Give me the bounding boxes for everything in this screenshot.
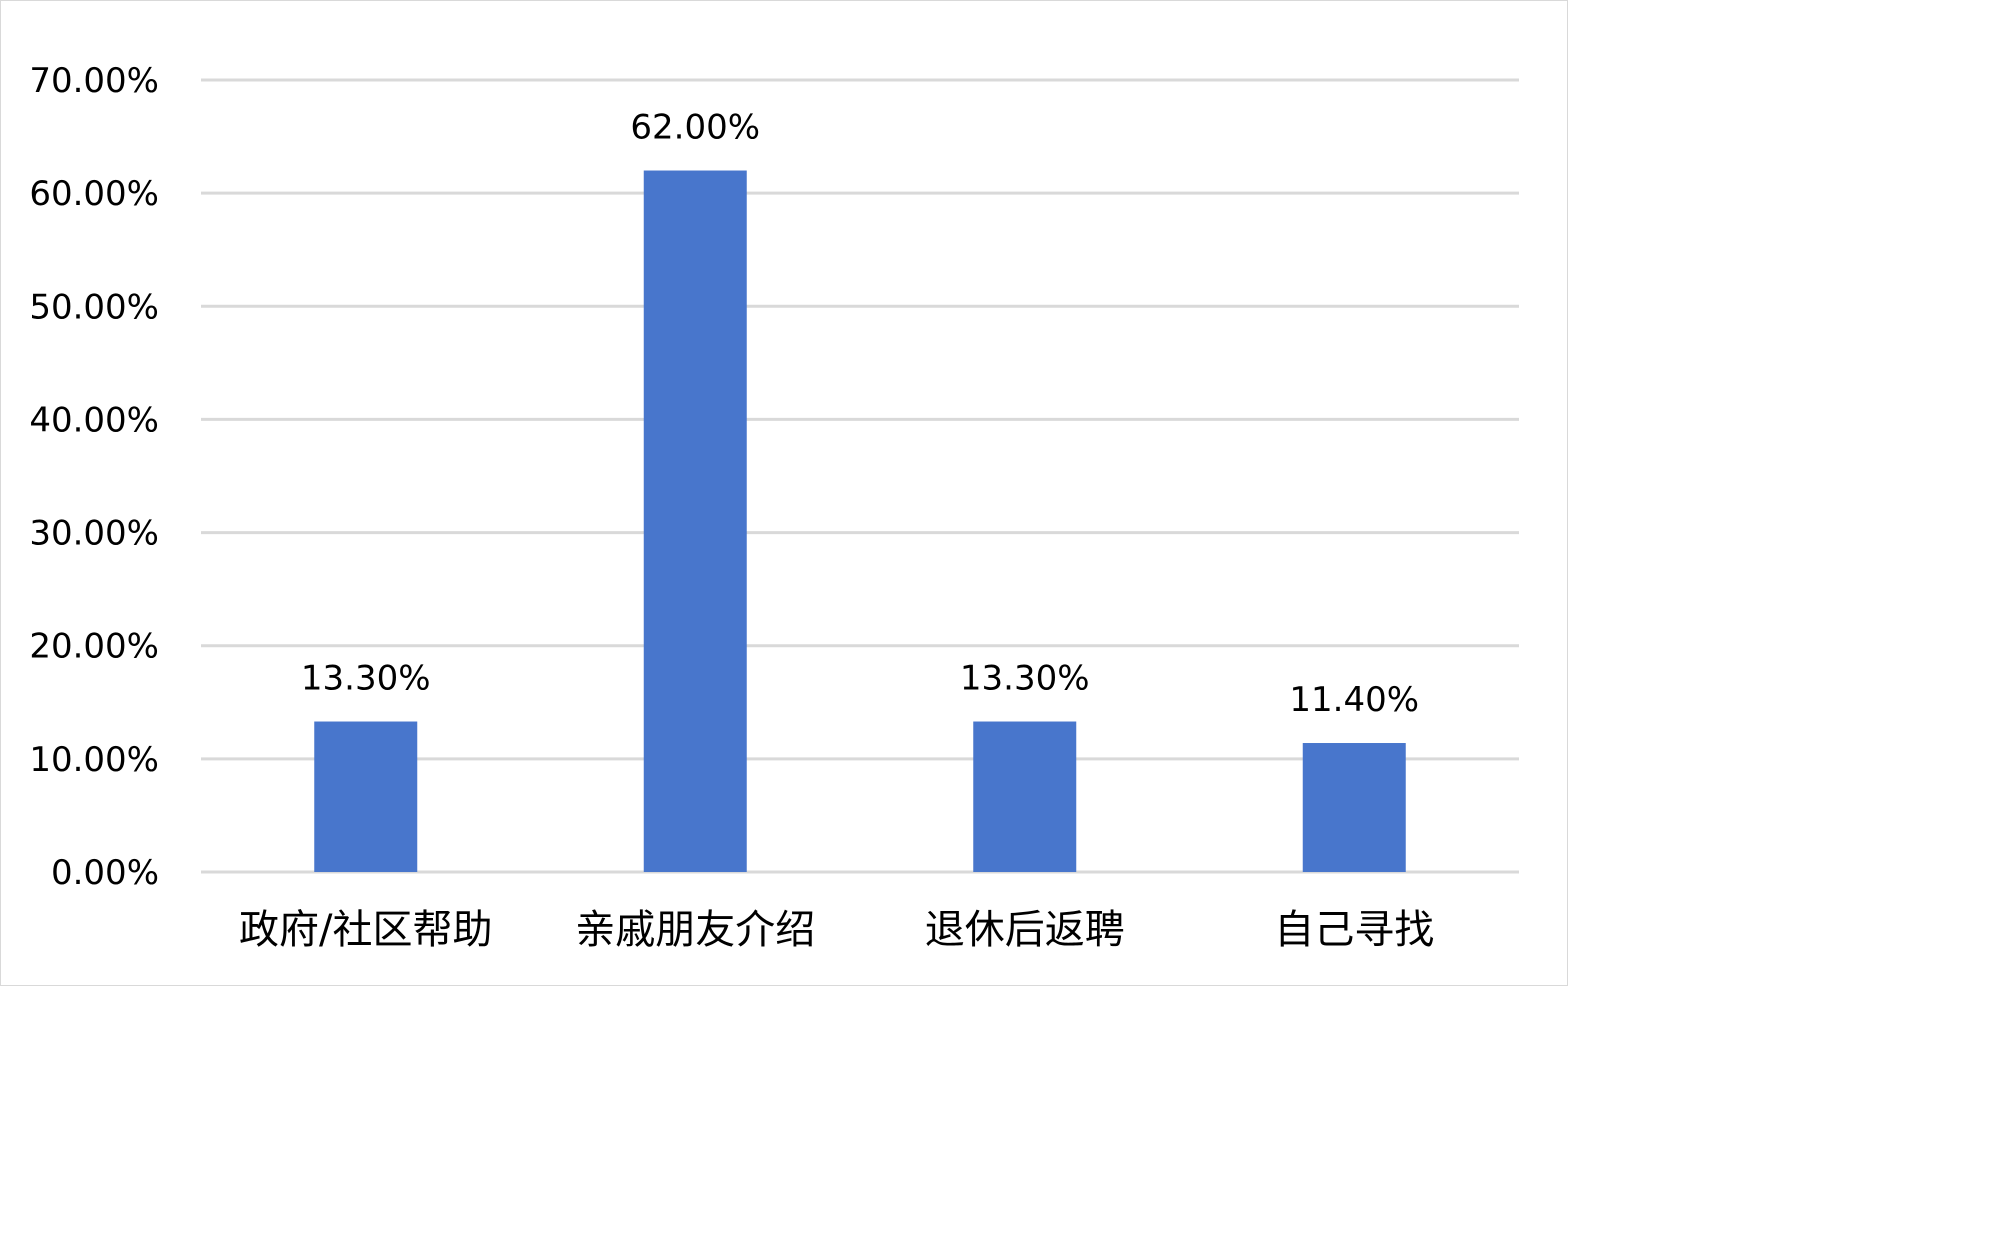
x-tick-label: 退休后返聘 (925, 907, 1125, 953)
x-tick-label: 亲戚朋友介绍 (575, 907, 815, 953)
gridlines (201, 78, 1519, 874)
y-axis-tick-labels: 0.00% 10.00% 20.00% 30.00% 40.00% 50.00% 60.00… (29, 61, 159, 893)
bar (973, 721, 1077, 872)
data-label: 13.30% (960, 659, 1090, 699)
y-tick-label: 20.00% (29, 627, 159, 667)
x-axis-category-labels: 政府/社区帮助 亲戚朋友介绍 退休后返聘 自己寻找 (239, 907, 1434, 953)
y-tick-label: 0.00% (51, 853, 159, 893)
y-tick-label: 60.00% (29, 174, 159, 214)
bar (643, 170, 747, 872)
y-tick-label: 70.00% (29, 61, 159, 101)
chart-frame: 0.00% 10.00% 20.00% 30.00% 40.00% 50.00% 60.00… (0, 0, 1568, 986)
y-tick-label: 50.00% (29, 287, 159, 327)
x-tick-label: 自己寻找 (1274, 907, 1434, 953)
y-tick-label: 10.00% (29, 740, 159, 780)
x-tick-label: 政府/社区帮助 (239, 907, 492, 953)
y-tick-label: 40.00% (29, 400, 159, 440)
data-labels: 13.30% 62.00% 13.30% 11.40% (301, 108, 1419, 721)
data-label: 11.40% (1289, 680, 1419, 720)
bar (314, 721, 418, 872)
data-label: 13.30% (301, 659, 431, 699)
data-label: 62.00% (630, 108, 760, 148)
y-tick-label: 30.00% (29, 514, 159, 554)
bar (1302, 743, 1406, 872)
bars (314, 170, 1406, 872)
bar-chart: 0.00% 10.00% 20.00% 30.00% 40.00% 50.00% 60.00… (29, 61, 1519, 953)
